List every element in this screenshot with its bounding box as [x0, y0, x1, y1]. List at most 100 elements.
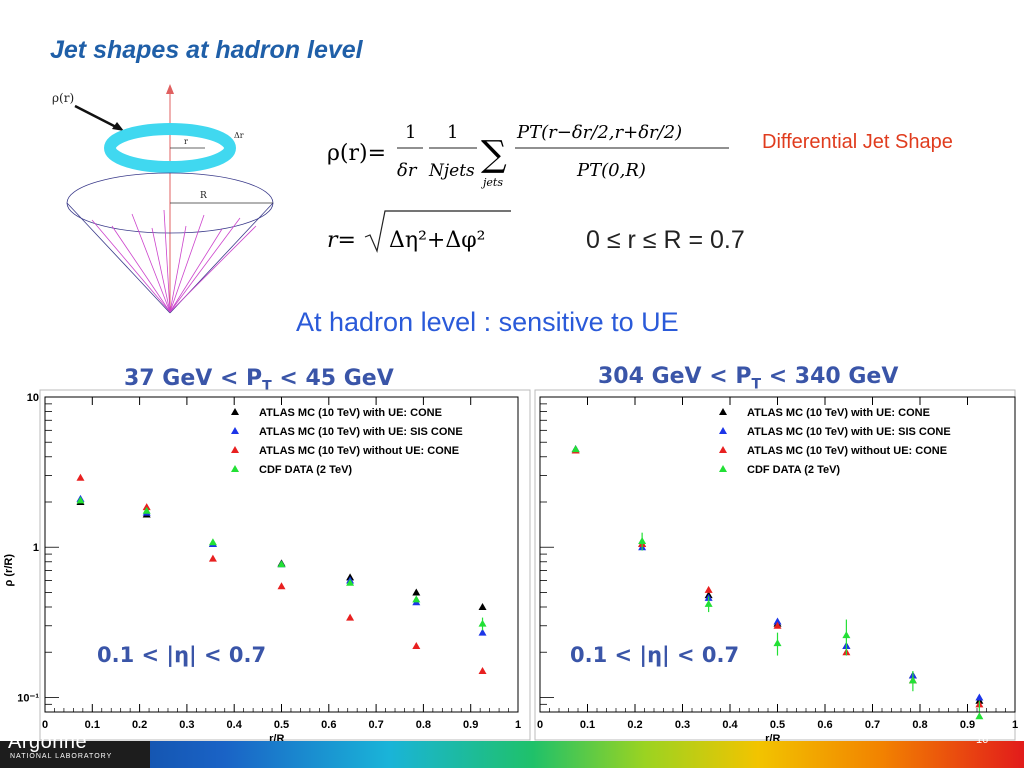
- plot-panel-right: [534, 389, 1016, 741]
- data-point-left: [412, 642, 421, 650]
- data-point-right: [773, 617, 782, 625]
- footer-gradient-bar: [0, 741, 1024, 768]
- plot-panel-left: [39, 389, 531, 741]
- legend-entry-right: ATLAS MC (10 TeV) without UE: CONE: [747, 445, 947, 457]
- legend-entry-left: ATLAS MC (10 TeV) without UE: CONE: [259, 445, 459, 457]
- y-axis-label-left: ρ (r/R): [3, 554, 15, 587]
- sum-subscript: jets: [480, 176, 503, 189]
- x-tick-label-left: 0.6: [321, 719, 336, 731]
- data-point-left: [412, 588, 421, 596]
- legend-marker-left: [231, 427, 239, 434]
- r-formula-lhs: r=: [327, 228, 356, 253]
- x-tick-label-right: 0.2: [627, 719, 642, 731]
- x-tick-label-right: 0.4: [722, 719, 738, 731]
- x-tick-label-right: 0.1: [580, 719, 595, 731]
- jet-axis-arrowhead: [166, 84, 174, 94]
- right-plot-title: 304 GeV < PT < 340 GeV: [598, 364, 899, 393]
- data-point-left: [412, 595, 421, 603]
- y-tick-label-left: 10: [27, 392, 39, 404]
- data-point-left: [76, 496, 85, 504]
- legend-entry-right: ATLAS MC (10 TeV) with UE: SIS CONE: [747, 426, 951, 438]
- rho-label: ρ(r): [52, 91, 74, 105]
- legend-entry-left: ATLAS MC (10 TeV) with UE: SIS CONE: [259, 426, 463, 438]
- x-tick-label-right: 0.5: [770, 719, 785, 731]
- x-tick-label-left: 0.7: [368, 719, 383, 731]
- argonne-logo: Argonne: [8, 731, 88, 753]
- frac2-numerator: 1: [447, 122, 458, 143]
- data-point-right: [773, 621, 782, 629]
- legend-entry-right: CDF DATA (2 TeV): [747, 464, 840, 476]
- data-point-right: [704, 585, 713, 593]
- annulus-ring: [104, 123, 236, 173]
- rho-pointer-arrow: [74, 104, 119, 130]
- data-point-right: [571, 445, 580, 453]
- x-tick-label-right: 0.3: [675, 719, 690, 731]
- r-range: 0 ≤ r ≤ R = 0.7: [586, 226, 745, 254]
- x-tick-label-left: 0.2: [132, 719, 147, 731]
- legend-marker-right: [719, 446, 727, 453]
- rho-formula: ρ(r)= 1 δr 1 Njets ∑ jets PT(r−δr/2,r+δr…: [327, 122, 729, 189]
- r-formula: r= Δη²+Δφ²: [327, 210, 511, 253]
- legend-entry-left: ATLAS MC (10 TeV) with UE: CONE: [259, 407, 442, 419]
- r-radicand: Δη²+Δφ²: [389, 228, 485, 253]
- data-point-left: [478, 628, 487, 636]
- y-tick-label-left: 10⁻¹: [17, 692, 39, 704]
- particle-rays: [91, 209, 257, 313]
- legend-marker-right: [719, 465, 727, 472]
- legend-marker-left: [231, 446, 239, 453]
- data-point-right: [975, 693, 984, 701]
- x-tick-label-left: 0.5: [274, 719, 289, 731]
- data-point-left: [277, 560, 286, 568]
- sum-symbol: ∑: [481, 134, 507, 175]
- data-point-right: [638, 537, 647, 545]
- left-plot-title: 37 GeV < PT < 45 GeV: [124, 366, 394, 395]
- legend-entry-right: ATLAS MC (10 TeV) with UE: CONE: [747, 407, 930, 419]
- subtitle: At hadron level : sensitive to UE: [296, 307, 679, 337]
- x-tick-label-left: 0.3: [179, 719, 194, 731]
- differential-jet-shape-label: Differential Jet Shape: [762, 131, 953, 153]
- x-tick-label-right: 0.6: [817, 719, 832, 731]
- jet-cone-diagram: ρ(r) r Δr R: [52, 84, 274, 314]
- data-point-right: [773, 639, 782, 647]
- x-tick-label-left: 0.4: [227, 719, 243, 731]
- data-point-left: [142, 506, 151, 514]
- legend-marker-left: [231, 408, 239, 415]
- data-point-right: [704, 599, 713, 607]
- data-point-left: [346, 578, 355, 586]
- data-point-left: [142, 503, 151, 511]
- rho-pointer-arrowhead: [112, 122, 124, 131]
- data-point-right: [908, 676, 917, 684]
- legend-marker-right: [719, 408, 727, 415]
- x-tick-label-left: 0.1: [85, 719, 100, 731]
- data-point-right: [842, 631, 851, 639]
- data-point-right: [975, 712, 984, 720]
- sqrt-sign: [364, 210, 511, 253]
- big-r-diagram-label: R: [200, 191, 207, 201]
- data-point-left: [208, 554, 217, 562]
- x-tick-label-right: 0.9: [960, 719, 975, 731]
- x-tick-label-left: 1: [515, 719, 521, 731]
- x-tick-label-right: 0.7: [865, 719, 880, 731]
- pt-denominator: PT(0,R): [576, 160, 646, 181]
- footer-logo-block: [0, 741, 150, 768]
- x-tick-label-right: 1: [1012, 719, 1018, 731]
- data-point-left: [478, 619, 487, 627]
- page-number: 16: [976, 734, 989, 746]
- x-tick-label-left: 0.9: [463, 719, 478, 731]
- slide-title: Jet shapes at hadron level: [50, 36, 363, 64]
- x-tick-label-left: 0: [42, 719, 48, 731]
- y-tick-label-left: 1: [33, 542, 39, 554]
- argonne-logo-subtitle: NATIONAL LABORATORY: [10, 753, 113, 760]
- legend-marker-right: [719, 427, 727, 434]
- eta-range-annotation-left: 0.1 < |η| < 0.7: [97, 643, 266, 668]
- x-tick-label-right: 0: [537, 719, 543, 731]
- data-point-left: [478, 603, 487, 610]
- x-tick-label-right: 0.8: [912, 719, 927, 731]
- frac1-numerator: 1: [405, 122, 416, 143]
- data-point-left: [208, 538, 217, 546]
- dr-diagram-label: Δr: [234, 131, 244, 140]
- frac1-denominator: δr: [397, 160, 418, 181]
- r-diagram-label: r: [184, 137, 188, 146]
- eta-range-annotation-right: 0.1 < |η| < 0.7: [570, 643, 739, 668]
